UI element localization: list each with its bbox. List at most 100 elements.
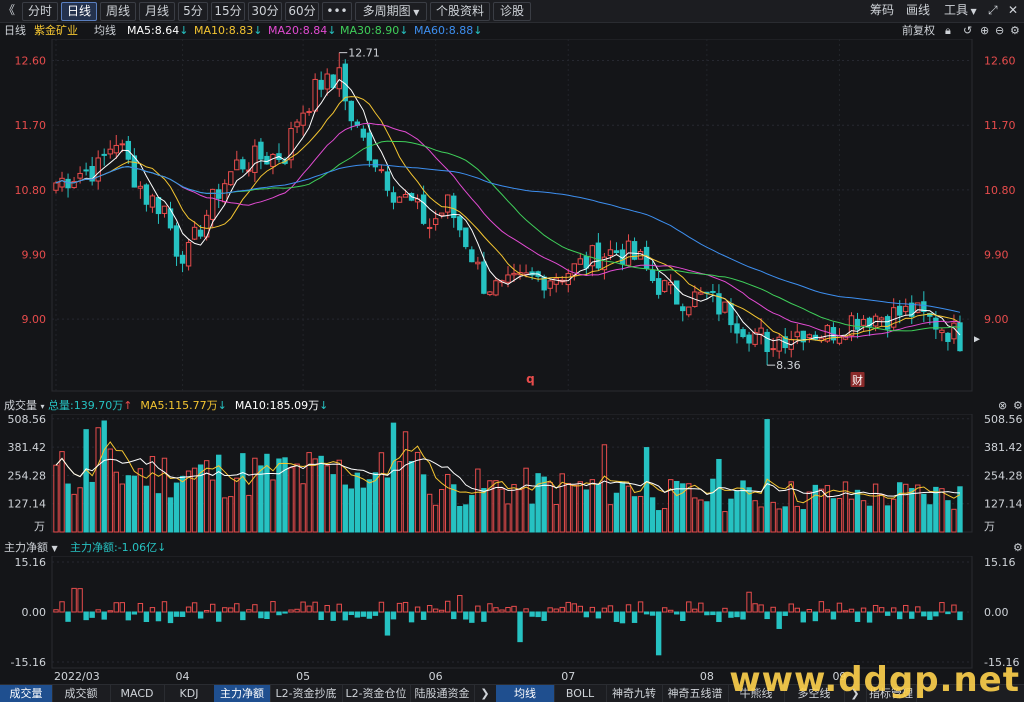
net-flow-bar xyxy=(276,611,282,616)
volume-bar xyxy=(324,465,330,533)
legend-item-1: MA5:115.77万↓ xyxy=(140,399,227,412)
draw-line-button[interactable]: 画线 xyxy=(906,3,931,17)
period-button-6[interactable]: 30分 xyxy=(248,2,282,21)
volume-bar xyxy=(812,484,819,533)
adjust-mode-button[interactable]: 前复权 xyxy=(902,24,935,37)
period-button-2[interactable]: 周线 xyxy=(100,2,136,21)
volume-bar xyxy=(903,483,909,533)
gear-icon[interactable]: ⚙ xyxy=(1013,541,1023,554)
indicator-tab-2[interactable]: MACD xyxy=(110,685,165,702)
net-flow-bar xyxy=(336,603,342,613)
chevron-right-icon[interactable]: ❯ xyxy=(474,685,497,702)
net-flow-bar xyxy=(692,608,698,613)
period-button-5[interactable]: 15分 xyxy=(211,2,245,21)
period-button-8[interactable]: ••• xyxy=(322,2,352,21)
event-marker-financial[interactable]: 财 xyxy=(850,372,865,387)
volume-bar xyxy=(535,473,541,533)
candle xyxy=(674,280,680,305)
y-tick-label: 12.60 xyxy=(15,55,47,68)
period-button-1[interactable]: 日线 xyxy=(61,2,97,21)
y-tick-label: 15.16 xyxy=(15,556,47,569)
net-flow-bar xyxy=(95,609,101,613)
net-flow-bar xyxy=(927,611,933,620)
period-button-10[interactable]: 个股资料 xyxy=(430,2,490,21)
net-flow-bar xyxy=(613,611,620,622)
period-button-7[interactable]: 60分 xyxy=(285,2,319,21)
gear-icon[interactable]: ⚙ xyxy=(1010,24,1020,37)
period-button-4[interactable]: 5分 xyxy=(178,2,208,21)
chevron-down-icon: ▼ xyxy=(968,7,977,16)
indicator-tab-3[interactable]: KDJ xyxy=(164,685,215,702)
low-label: 8.36 xyxy=(776,359,801,372)
indicator-tab-6[interactable]: L2-资金仓位 xyxy=(342,685,411,702)
volume-bar xyxy=(643,447,650,533)
indicator-tab-13[interactable]: 多空线 xyxy=(784,685,845,702)
lock-icon[interactable]: 🔒︎ xyxy=(945,24,951,37)
volume-bar xyxy=(161,457,168,533)
volume-bar xyxy=(354,472,361,533)
indicator-tab-4[interactable]: 主力净额 xyxy=(214,685,271,702)
zoom-out-icon[interactable]: ⊖ xyxy=(995,24,1005,37)
volume-bar xyxy=(101,420,107,533)
volume-panel-title[interactable]: 成交量 ▾ xyxy=(4,399,45,412)
indicator-tab-5[interactable]: L2-资金抄底 xyxy=(270,685,343,702)
back-icon[interactable]: 《 xyxy=(3,3,16,17)
chips-button[interactable]: 筹码 xyxy=(870,3,895,17)
volume-bar xyxy=(577,481,584,533)
net-flow-bar xyxy=(408,611,415,623)
candle xyxy=(185,238,192,271)
candle xyxy=(396,196,403,203)
volume-bar xyxy=(890,498,897,533)
chevron-right-icon[interactable]: ❯ xyxy=(844,685,867,702)
close-panel-icon[interactable]: ⊗ xyxy=(998,399,1008,412)
gear-icon[interactable]: ⚙ xyxy=(1013,399,1023,412)
volume-chart[interactable]: 508.56 508.56 381.42 381.42 254.28 254.28 127.… xyxy=(0,414,1024,538)
period-button-3[interactable]: 月线 xyxy=(139,2,175,21)
candle xyxy=(59,171,65,192)
period-button-11[interactable]: 诊股 xyxy=(493,2,531,21)
volume-bar xyxy=(794,505,800,533)
candle xyxy=(493,277,499,297)
indicator-tab-8[interactable]: 均线 xyxy=(496,685,555,702)
period-button-0[interactable]: 分时 xyxy=(22,2,58,21)
indicator-tab-11[interactable]: 神奇五线谱 xyxy=(662,685,729,702)
volume-bar xyxy=(806,491,813,533)
net-flow-bar xyxy=(909,611,915,619)
net-flow-bar xyxy=(396,602,403,613)
close-icon[interactable]: ✕ xyxy=(1008,3,1019,17)
volume-bar xyxy=(95,427,101,533)
net-flow-bar xyxy=(83,611,89,621)
volume-bar xyxy=(402,431,409,533)
candle xyxy=(95,150,101,190)
ma-selector[interactable]: 均线 xyxy=(94,24,116,37)
volume-bar xyxy=(463,504,469,533)
indicator-tab-14[interactable]: 指标管理 xyxy=(866,685,917,702)
undo-icon[interactable]: ↺ xyxy=(963,24,973,37)
indicator-tab-9[interactable]: BOLL xyxy=(554,685,607,702)
zoom-in-icon[interactable]: ⊕ xyxy=(980,24,990,37)
indicator-tab-10[interactable]: 神奇九转 xyxy=(606,685,663,702)
expand-icon[interactable]: ⤢ xyxy=(988,3,998,17)
event-marker-q[interactable]: q xyxy=(526,372,535,386)
net-flow-bar xyxy=(451,611,457,620)
volume-bar xyxy=(686,483,692,533)
volume-bar xyxy=(921,493,927,533)
net-flow-bar xyxy=(445,600,451,613)
indicator-tab-12[interactable]: 牛熊线 xyxy=(728,685,785,702)
indicator-tab-7[interactable]: 陆股通资金 xyxy=(410,685,475,702)
tools-button[interactable]: 工具 ▼ xyxy=(944,2,977,19)
candle xyxy=(445,194,451,219)
candlestick-chart[interactable]: 12.60 12.60 11.70 11.70 10.80 10.80 9.90 9.90 9.… xyxy=(0,39,1024,397)
period-button-9[interactable]: 多周期图 ▼ xyxy=(355,2,427,21)
ma-legend-0: MA5:8.64↓ xyxy=(127,24,189,37)
mainforce-chart[interactable]: 15.16 15.16 0.00 0.00 -15.16 -15.16 2022/03 04 0… xyxy=(0,556,1024,684)
candle xyxy=(89,156,95,186)
mainforce-panel-title[interactable]: 主力净额 ▼ xyxy=(4,541,58,554)
ma5-line xyxy=(55,78,961,346)
candle xyxy=(668,274,674,295)
volume-bar xyxy=(668,479,674,533)
indicator-tab-1[interactable]: 成交额 xyxy=(52,685,111,702)
volume-bar xyxy=(294,463,300,533)
indicator-tab-0[interactable]: 成交量 xyxy=(0,685,53,702)
candle xyxy=(589,244,596,277)
